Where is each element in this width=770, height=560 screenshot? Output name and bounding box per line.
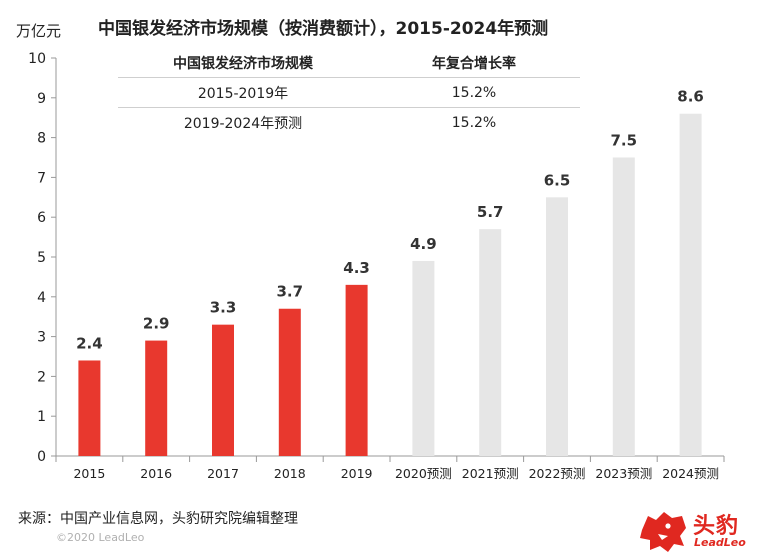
value-labels: 2.4 2.9 3.3 3.7 4.3 4.9 5.7 6.5 7.5 8.6 [76,88,704,353]
logo-name-en: LeadLeo [694,536,746,549]
y-tick-label: 4 [37,290,46,306]
y-tick-label: 1 [37,409,46,425]
copyright-note: ©2020 LeadLeo [56,531,145,544]
x-tick-label: 2024预测 [662,466,719,481]
bar-forecast [679,113,702,456]
bar-actual [145,340,168,456]
cagr-table-row: 2019-2024年预测 15.2% [118,108,580,138]
x-tick-label: 2018 [274,466,306,481]
bar-value-label: 4.9 [410,235,437,253]
bar-value-label: 2.4 [76,334,103,352]
y-tick-label: 5 [37,250,46,266]
cagr-rate-cell: 15.2% [368,77,580,108]
y-axis: 0 1 2 3 4 5 6 7 8 9 10 [28,51,57,465]
source-note: 来源：中国产业信息网，头豹研究院编辑整理 [18,511,298,527]
bar-value-label: 6.5 [544,171,571,189]
y-tick-label: 7 [37,170,46,186]
x-tick-label: 2015 [73,466,105,481]
x-tick-label: 2016 [140,466,172,481]
x-tick-label: 2020预测 [395,466,452,481]
leadleo-logo: 头豹 LeadLeo [638,506,758,556]
y-tick-label: 2 [37,369,46,385]
bar-value-label: 4.3 [343,259,370,277]
cagr-table: 中国银发经济市场规模 年复合增长率 2015-2019年 15.2% 2019-… [118,48,580,137]
bar-value-label: 3.3 [210,299,237,317]
y-tick-label: 3 [37,330,46,346]
bar-forecast [612,157,635,456]
cagr-period-cell: 2015-2019年 [118,77,368,108]
logo-name-cn: 头豹 [693,514,740,539]
bar-value-label: 2.9 [143,315,170,333]
cagr-rate-cell: 15.2% [451,114,497,131]
bar-forecast [546,197,568,457]
y-tick-label: 10 [28,51,46,67]
bar-value-label: 7.5 [611,132,638,150]
y-tick-label: 9 [37,91,46,107]
x-axis: 2015 2016 2017 2018 2019 2020预测 2021预测 2022预测 20… [55,455,725,481]
y-axis-unit-label: 万亿元 [16,22,62,40]
cagr-header-market: 中国银发经济市场规模 [118,48,368,78]
x-tick-label: 2017 [207,466,239,481]
x-tick-label: 2023预测 [595,466,652,481]
bar-actual [212,324,234,456]
x-tick-label: 2022预测 [529,466,586,481]
bar-actual [345,284,368,456]
chart-title: 中国银发经济市场规模（按消费额计），2015-2024年预测 [98,19,549,39]
bars [78,113,702,457]
cagr-period-cell: 2019-2024年预测 [183,115,303,132]
x-tick-label: 2019 [341,466,373,481]
y-tick-label: 0 [37,449,46,465]
bar-forecast [412,260,435,456]
bar-actual [78,360,101,456]
y-tick-label: 6 [37,210,46,226]
leopard-head-icon [640,512,686,552]
bar-value-label: 3.7 [277,283,304,301]
cagr-table-row: 2015-2019年 15.2% [118,77,580,108]
bar-forecast [479,229,502,456]
x-tick-label: 2021预测 [462,466,519,481]
cagr-header-rate: 年复合增长率 [368,48,580,78]
y-tick-label: 8 [37,131,46,147]
bar-value-label: 8.6 [677,88,704,106]
bar-value-label: 5.7 [477,203,504,221]
cagr-table-header: 中国银发经济市场规模 年复合增长率 [118,48,580,78]
bar-actual [278,308,301,456]
